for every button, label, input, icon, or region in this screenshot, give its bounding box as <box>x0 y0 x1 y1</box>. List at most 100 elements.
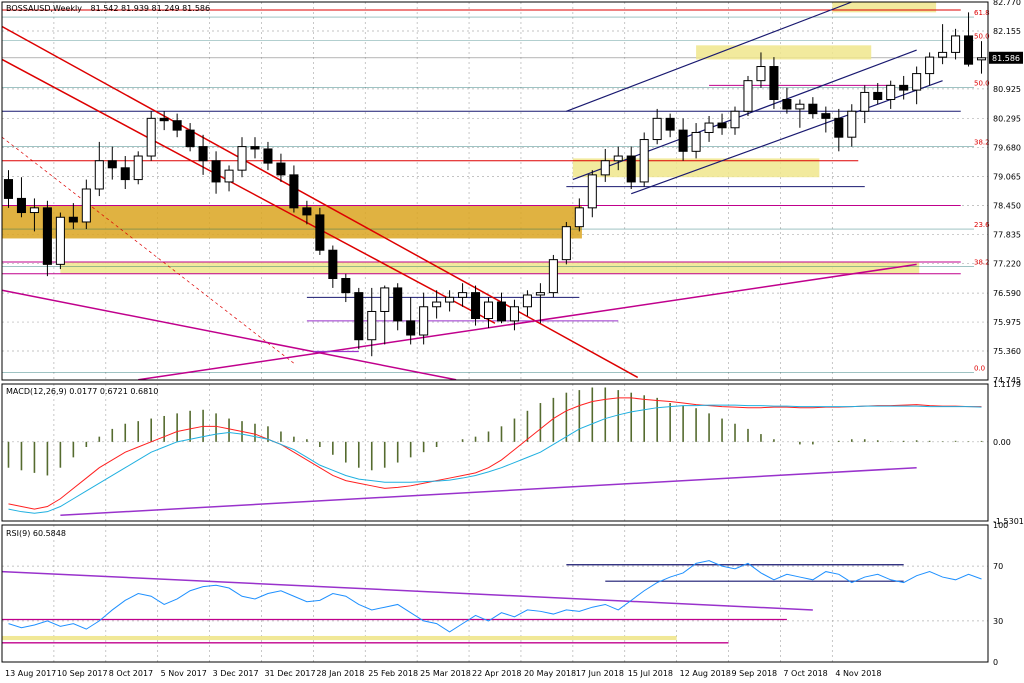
candle-bull <box>509 306 519 322</box>
candle-bear <box>107 160 117 169</box>
price-y-tick: 75.360 <box>993 347 1021 356</box>
price-y-tick: 78.450 <box>993 201 1021 210</box>
candle-bear <box>354 292 364 341</box>
current-price-label: 81.586 <box>992 54 1020 63</box>
x-tick-label: 25 Mar 2018 <box>420 669 471 678</box>
candle-bull <box>600 160 610 176</box>
candle-bear <box>341 277 351 294</box>
candle-bull <box>94 160 104 190</box>
candle-bear <box>769 66 779 101</box>
rsi-panel <box>1 560 988 644</box>
grid <box>1 2 988 662</box>
candle-bear <box>3 179 14 199</box>
x-tick-label: 9 Sep 2018 <box>732 669 778 678</box>
downtrend-line-1 <box>1 25 639 379</box>
price-y-tick: 77.835 <box>993 230 1021 239</box>
price-y-tick: 82.770 <box>993 0 1021 7</box>
x-tick-label: 12 Aug 2018 <box>680 669 731 678</box>
price-y-tick: 75.975 <box>993 318 1021 327</box>
price-frame <box>1 1 989 381</box>
candle-bull <box>224 169 234 183</box>
candle-bull <box>81 188 91 223</box>
macd-frame <box>1 383 989 522</box>
x-tick-label: 28 Jan 2018 <box>316 669 364 678</box>
x-tick-label: 10 Sep 2017 <box>57 669 108 678</box>
downtrend-dashed <box>1 136 295 364</box>
symbol-line: BOSSAUSD,Weekly <box>6 4 82 13</box>
x-tick-label: 13 Aug 2017 <box>5 669 56 678</box>
macd-y-tick: -1.5301 <box>993 517 1024 526</box>
candle-bull <box>574 207 584 228</box>
price-y-tick: 76.590 <box>993 289 1021 298</box>
price-y-tick: 80.925 <box>993 85 1021 94</box>
candle-bull <box>419 306 429 336</box>
fib-label: 50.0 <box>974 33 990 41</box>
price-zones <box>2 2 937 274</box>
fib-label: 50.0 <box>974 80 990 88</box>
candle-bear <box>328 249 338 279</box>
candle-bear <box>263 148 273 164</box>
candle-bull <box>432 301 442 308</box>
candle-bull <box>847 110 857 138</box>
candle-bull <box>912 73 922 91</box>
candle-bull <box>652 117 662 141</box>
candle-bear <box>717 122 727 129</box>
candle-bull <box>886 84 896 101</box>
price-y-tick: 79.065 <box>993 173 1021 182</box>
candle-bull <box>548 259 558 294</box>
macd-title: MACD(12,26,9) 0.0177 0.6721 0.6810 <box>6 387 158 396</box>
rsi-zone-light <box>2 635 677 641</box>
candle-bear <box>496 301 507 322</box>
candle-bull <box>938 51 948 58</box>
rsi-title: RSI(9) 60.5848 <box>6 529 66 538</box>
candle-bear <box>393 287 403 322</box>
rsi-y-tick: 0 <box>993 658 998 667</box>
price-y-tick: 77.220 <box>993 259 1021 268</box>
candle-bull <box>458 292 468 298</box>
fib-label: 38.2 <box>974 259 990 267</box>
candle-bear <box>16 197 26 214</box>
ohlc-line: 81.542 81.939 81.249 81.586 <box>90 4 210 13</box>
support-zone-dark <box>2 205 582 239</box>
fib-label: 61.8 <box>974 9 990 17</box>
downtrend-magenta <box>1 289 457 381</box>
fib-label: 38.2 <box>974 139 990 147</box>
channel-top <box>566 1 852 112</box>
candle-bear <box>406 320 416 336</box>
macd-signal-line <box>8 397 982 510</box>
candle-bull <box>133 155 143 181</box>
candles <box>3 12 987 357</box>
price-y-tick: 80.295 <box>993 115 1021 124</box>
current-price-box <box>989 51 1023 64</box>
candle-bull <box>146 117 156 157</box>
candle-bear <box>198 146 208 162</box>
candle-bear <box>899 84 909 91</box>
rsi-y-tick: 70 <box>993 562 1003 571</box>
candle-bear <box>964 35 974 65</box>
x-tick-label: 5 Nov 2017 <box>161 669 207 678</box>
candle-bear <box>120 167 130 181</box>
candle-bull <box>795 103 805 110</box>
downtrend-line-2 <box>1 58 496 324</box>
symbol-title: BOSSAUSD,Weekly 81.542 81.939 81.249 81.… <box>6 4 210 13</box>
uptrend-magenta <box>138 263 917 381</box>
candle-bull <box>860 91 870 112</box>
rsi-frame <box>1 524 989 663</box>
x-tick-label: 7 Oct 2018 <box>783 669 827 678</box>
candle-bear <box>172 120 182 131</box>
candle-bull <box>445 296 455 303</box>
candle-bull <box>613 155 623 162</box>
price-y-tick: 82.155 <box>993 27 1021 36</box>
candle-bull <box>367 310 377 341</box>
candle-bear <box>834 117 844 138</box>
rsi-line <box>8 560 982 633</box>
candle-bull <box>730 110 740 129</box>
candle-bear <box>808 103 818 115</box>
x-tick-label: 20 May 2018 <box>524 669 576 678</box>
candle-bull <box>587 174 597 209</box>
macd-y-tick: 1.1179 <box>993 380 1021 389</box>
candle-bear <box>678 129 688 152</box>
candle-bull <box>639 139 649 183</box>
candle-bull <box>55 216 65 265</box>
